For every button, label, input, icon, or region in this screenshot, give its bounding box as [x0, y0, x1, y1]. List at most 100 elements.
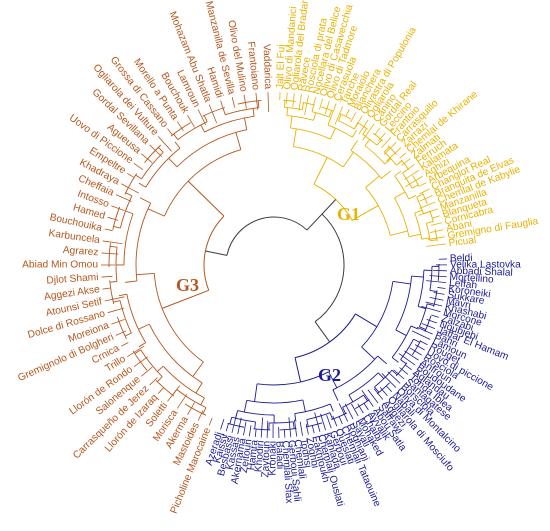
leaf-branch: [283, 429, 286, 438]
leaf-branch: [220, 100, 224, 109]
root-arc-inner: [314, 213, 345, 323]
root-branch-g2: [314, 321, 331, 343]
leaf-branch: [121, 183, 140, 194]
group-root-branch-g2: [355, 313, 378, 328]
clade-branch-g3: [202, 407, 207, 415]
clade-branch-g2: [410, 325, 419, 330]
leaf-branch: [285, 92, 288, 104]
leaf-branch: [432, 215, 440, 219]
clade-branch-g1: [421, 237, 430, 240]
group-root-branch-g1: [313, 157, 328, 185]
leaf-branch: [157, 136, 172, 152]
leaf-branch: [405, 176, 423, 187]
clade-branch-g1: [313, 112, 317, 121]
clade-branch-g3: [125, 210, 134, 215]
leaf-label-g2: Hamra: [246, 439, 260, 471]
leaf-branch: [141, 153, 153, 164]
clade-branch-g3: [147, 208, 165, 217]
clade-arc-g3: [132, 350, 148, 371]
clade-arc-g3: [135, 202, 152, 282]
clade-branch-g1: [330, 127, 336, 140]
leaf-branch: [332, 415, 338, 427]
leaf-label-g2: Leffah: [448, 278, 477, 292]
clade-branch-g3: [113, 300, 121, 303]
clade-branch-g2: [400, 359, 407, 365]
clade-branch-g2: [332, 389, 339, 401]
clade-branch-g1: [290, 116, 293, 129]
clade-branch-g3: [138, 182, 146, 188]
clade-branch-g3: [203, 115, 208, 123]
clade-arc-g2: [279, 428, 297, 431]
leaf-branch: [381, 137, 392, 149]
leaf-branch: [399, 152, 407, 159]
clade-arc-g2: [411, 340, 422, 356]
leaf-branch: [255, 92, 259, 110]
clade-arc-g3: [153, 273, 204, 363]
leaf-branch: [101, 252, 119, 255]
leaf-label-g2: Velika Lastovka: [450, 260, 521, 271]
leaf-branch: [425, 243, 446, 247]
clade-branch-g3: [134, 349, 142, 355]
clade-branch-g2: [342, 407, 347, 414]
leaf-label-g1: Abani: [445, 219, 473, 235]
leaf-branch: [399, 367, 409, 375]
group-root-branch-g3: [187, 180, 225, 217]
leaf-branch: [414, 344, 425, 351]
clade-branch-g2: [292, 421, 295, 429]
leaf-branch: [386, 385, 393, 393]
clade-branch-g1: [384, 146, 390, 153]
leaf-branch: [267, 92, 270, 113]
clade-branch-g3: [136, 273, 155, 276]
clade-branch-g2: [377, 372, 385, 379]
leaf-branch: [329, 103, 337, 120]
leaf-branch: [208, 417, 213, 426]
clade-branch-g3: [135, 174, 142, 180]
clade-arc-g3: [140, 349, 163, 378]
leaf-branch: [225, 423, 229, 432]
leaf-label-g1: Picual: [448, 235, 477, 249]
leaf-branch: [433, 292, 445, 295]
tree-branches: [101, 92, 448, 439]
clade-branch-g1: [394, 191, 406, 199]
clade-arc-g3: [176, 129, 247, 168]
leaf-branch: [149, 144, 163, 157]
clade-branch-g3: [158, 147, 164, 153]
leaf-branch: [381, 373, 397, 388]
leaf-branch: [421, 305, 441, 313]
leaf-label-g1: Jalt El Fuj: [275, 44, 288, 89]
leaf-branch: [426, 280, 447, 284]
leaf-branch: [357, 403, 364, 414]
leaf-branch: [418, 182, 427, 187]
clade-branch-g1: [364, 139, 371, 146]
clade-arc-g3: [112, 206, 121, 230]
clade-arc-g2: [391, 325, 412, 358]
leaf-branch: [176, 121, 184, 131]
clade-arc-g2: [227, 422, 245, 428]
clade-arc-g2: [269, 421, 294, 424]
leaf-branch: [305, 423, 309, 435]
clade-arc-g1: [434, 229, 438, 242]
leaf-branch: [344, 403, 354, 420]
clade-branch-g3: [195, 382, 203, 394]
clade-arc-g2: [348, 372, 379, 396]
clade-arc-g3: [109, 280, 115, 305]
clade-branch-g2: [395, 329, 407, 336]
leaf-branch: [361, 390, 374, 407]
clade-arc-g3: [123, 213, 134, 265]
leaf-branch: [127, 345, 145, 358]
clade-branch-g1: [338, 114, 342, 121]
clade-branch-g2: [348, 394, 354, 403]
clade-arc-g2: [395, 362, 408, 377]
clade-arc-g3: [225, 107, 259, 116]
clade-arc-g1: [412, 175, 420, 187]
clade-branch-g1: [408, 195, 417, 200]
clade-branch-g3: [252, 108, 255, 117]
clade-arc-g3: [176, 389, 207, 409]
leaf-branch: [313, 96, 316, 105]
clade-arc-g2: [331, 412, 348, 421]
leaf-branch: [386, 147, 402, 162]
clade-arc-g2: [376, 382, 390, 395]
leaf-branch: [430, 222, 442, 226]
leaf-branch: [101, 275, 113, 278]
